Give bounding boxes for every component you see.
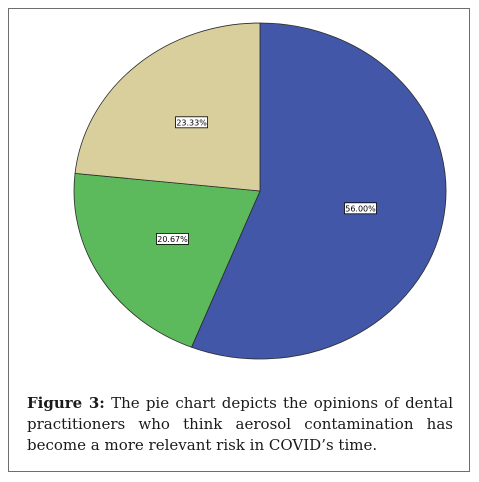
pie-slice-2 (73, 172, 261, 348)
caption-text: The pie chart depicts the opinions of de… (27, 394, 453, 454)
slice-label-text-2: 20.67% (157, 235, 188, 244)
pie-slice-1 (190, 22, 447, 360)
slice-label-box-2 (156, 232, 189, 245)
slice-label-box-3 (175, 116, 209, 129)
pie-slices (73, 22, 447, 360)
caption-label: Figure 3: (27, 394, 105, 412)
slice-label-text-1: 56.00% (345, 204, 376, 213)
pie-labels: 56.00% 20.67% 23.33% (156, 116, 377, 245)
slice-label-3: 23.33% (175, 116, 209, 129)
slice-label-1: 56.00% (344, 202, 377, 215)
slice-label-2: 20.67% (156, 232, 189, 245)
figure-caption: Figure 3: The pie chart depicts the opin… (27, 393, 453, 456)
slice-label-text-3: 23.33% (176, 118, 207, 127)
slice-label-box-1 (344, 202, 377, 215)
pie-slice-3 (74, 22, 261, 192)
